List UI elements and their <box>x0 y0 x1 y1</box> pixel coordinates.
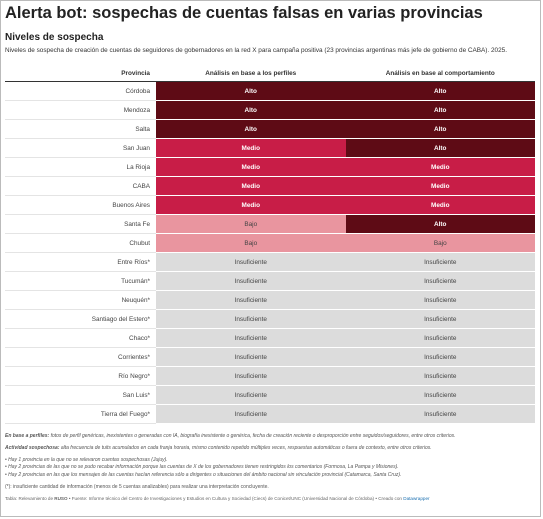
province: Tierra del Fuego* <box>5 404 156 424</box>
row: Río Negro* Insuficiente Insuficiente <box>5 366 535 386</box>
level-cell: Insuficiente <box>156 366 346 386</box>
province: La Rioja <box>5 157 156 177</box>
footer-source: • Fuente: Informe técnico del Centro de … <box>67 495 404 501</box>
footer: Tabla: Relevamiento de RUSO • Fuente: In… <box>5 496 536 501</box>
definition: Actividad sospechosa: alta frecuencia de… <box>5 445 536 453</box>
level-cell: Insuficiente <box>345 328 535 348</box>
row: San Juan Medio Alto <box>5 138 535 158</box>
level-cell: Alto <box>345 138 535 158</box>
title: Alerta bot: sospechas de cuentas falsas … <box>5 4 483 22</box>
row: La Rioja Medio Medio <box>5 157 535 177</box>
level-cell: Alto <box>156 81 346 101</box>
bullet: • Hay 1 provincia en la que no se releva… <box>5 456 168 463</box>
level-cell: Medio <box>345 176 535 196</box>
row: Neuquén* Insuficiente Insuficiente <box>5 290 535 310</box>
province: Corrientes* <box>5 347 156 367</box>
term: En base a perfiles: <box>5 433 50 439</box>
bullet: • Hay 2 provincias en las que los mensaj… <box>5 472 402 478</box>
level-cell: Insuficiente <box>345 271 535 291</box>
level-cell: Insuficiente <box>345 347 535 367</box>
header-row: Provincia Análisis en base a los perfiles… <box>5 66 535 82</box>
definition-text: alta frecuencia de tuits acumulados en c… <box>59 444 432 451</box>
level-cell: Insuficiente <box>345 252 535 272</box>
level-cell: Insuficiente <box>156 290 346 310</box>
level-cell: Insuficiente <box>345 290 535 310</box>
row: Santiago del Estero* Insuficiente Insufici… <box>5 309 535 329</box>
level-cell: Insuficiente <box>156 252 346 272</box>
row: CABA Medio Medio <box>5 176 535 196</box>
row: Chaco* Insuficiente Insuficiente <box>5 328 535 348</box>
province: Buenos Aires <box>5 195 156 215</box>
level-cell: Insuficiente <box>156 404 346 424</box>
province: San Luis* <box>5 385 156 405</box>
notes: En base a perfiles: fotos de perfil gené… <box>5 433 536 492</box>
province: San Juan <box>5 138 156 158</box>
definition: En base a perfiles: fotos de perfil gené… <box>5 433 536 441</box>
row: Chubut Bajo Bajo <box>5 233 535 253</box>
row: Tierra del Fuego* Insuficiente Insuficient… <box>5 404 535 424</box>
level-cell: Alto <box>345 81 535 101</box>
province: Río Negro* <box>5 366 156 386</box>
level-cell: Bajo <box>156 214 346 234</box>
level-cell: Insuficiente <box>345 385 535 405</box>
level-cell: Bajo <box>156 233 346 253</box>
level-cell: Bajo <box>345 233 535 253</box>
level-cell: Alto <box>156 100 346 120</box>
level-cell: Insuficiente <box>345 404 535 424</box>
level-cell: Alto <box>345 100 535 120</box>
province: Mendoza <box>5 100 156 120</box>
footer-prefix: Tabla: Relevamiento de <box>5 495 55 501</box>
subtitle: Niveles de sospecha <box>5 32 104 43</box>
level-cell: Insuficiente <box>156 271 346 291</box>
level-cell: Medio <box>345 195 535 215</box>
level-cell: Insuficiente <box>156 328 346 348</box>
row: Tucumán* Insuficiente Insuficiente <box>5 271 535 291</box>
bullets: • Hay 1 provincia en la que no se releva… <box>5 457 536 480</box>
level-cell: Insuficiente <box>156 385 346 405</box>
definition-text: fotos de perfil genéricas, inexistentes … <box>49 433 456 439</box>
footer-org: RUSO <box>54 495 68 501</box>
row: Corrientes* Insuficiente Insuficiente <box>5 347 535 367</box>
row: Salta Alto Alto <box>5 119 535 139</box>
row: Entre Ríos* Insuficiente Insuficiente <box>5 252 535 272</box>
asterisk-note: (*): insuficiente cantidad de informació… <box>5 483 269 490</box>
column-header: Provincia <box>5 66 156 82</box>
level-cell: Medio <box>156 138 346 158</box>
level-cell: Alto <box>345 214 535 234</box>
province: Chaco* <box>5 328 156 348</box>
province: Salta <box>5 119 156 139</box>
province: Neuquén* <box>5 290 156 310</box>
row: Santa Fe Bajo Alto <box>5 214 535 234</box>
level-cell: Insuficiente <box>345 366 535 386</box>
level-cell: Insuficiente <box>156 309 346 329</box>
column-header: Análisis en base al comportamiento <box>345 66 535 82</box>
footer-tool[interactable]: Datawrapper <box>403 495 430 501</box>
level-cell: Alto <box>156 119 346 139</box>
province: Chubut <box>5 233 156 253</box>
level-cell: Insuficiente <box>345 309 535 329</box>
row: San Luis* Insuficiente Insuficiente <box>5 385 535 405</box>
province: Entre Ríos* <box>5 252 156 272</box>
table: Provincia Análisis en base a los perfiles… <box>5 66 535 424</box>
bullet: • Hay 2 provincias de las que no se pudo… <box>5 464 399 471</box>
province: Santa Fe <box>5 214 156 234</box>
level-cell: Medio <box>156 176 346 196</box>
row: Mendoza Alto Alto <box>5 100 535 120</box>
level-cell: Medio <box>345 157 535 177</box>
row: Córdoba Alto Alto <box>5 81 535 101</box>
level-cell: Insuficiente <box>156 347 346 367</box>
level-cell: Alto <box>345 119 535 139</box>
level-cell: Medio <box>156 195 346 215</box>
column-header: Análisis en base a los perfiles <box>156 66 346 82</box>
province: Santiago del Estero* <box>5 309 156 329</box>
province: Tucumán* <box>5 271 156 291</box>
description: Niveles de sospecha de creación de cuent… <box>5 47 507 54</box>
row: Buenos Aires Medio Medio <box>5 195 535 215</box>
province: CABA <box>5 176 156 196</box>
term: Actividad sospechosa: <box>5 444 60 451</box>
province: Córdoba <box>5 81 156 101</box>
level-cell: Medio <box>156 157 346 177</box>
